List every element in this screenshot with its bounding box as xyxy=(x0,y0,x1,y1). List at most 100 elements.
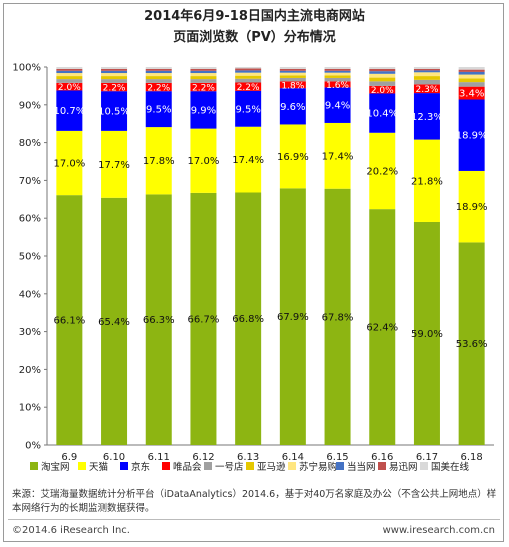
data-label: 17.4% xyxy=(232,155,264,166)
bar-segment xyxy=(101,91,128,131)
legend-swatch xyxy=(204,462,212,470)
legend-label: 唯品会 xyxy=(173,461,202,473)
bar-segment xyxy=(369,93,396,133)
legend-swatch xyxy=(30,462,38,470)
bar-segment xyxy=(369,67,396,69)
bar-segment xyxy=(190,91,217,129)
data-label: 9.6% xyxy=(280,102,305,113)
data-label: 17.0% xyxy=(53,159,85,170)
x-tick-label: 6.14 xyxy=(282,452,304,463)
bar-segment xyxy=(413,67,440,69)
bar-segment xyxy=(101,76,128,80)
bar-segment xyxy=(190,82,217,92)
bar-segment xyxy=(56,82,83,91)
chart-title-line-1: 2014年6月9-18日国内主流电商网站 xyxy=(144,9,365,24)
data-label: 1.8% xyxy=(281,81,304,91)
bar-segment xyxy=(324,122,351,189)
bar-segment xyxy=(145,91,172,128)
bar-segment xyxy=(458,242,485,445)
bar-segment xyxy=(324,70,351,73)
bar-segment xyxy=(279,72,306,76)
bar-segment xyxy=(279,88,306,125)
legend-swatch xyxy=(288,462,296,470)
data-label: 21.8% xyxy=(411,176,443,187)
data-label: 59.0% xyxy=(411,329,443,340)
bar-segment xyxy=(369,71,396,74)
bar-segment xyxy=(56,79,83,83)
y-tick-label: 0% xyxy=(25,441,41,452)
legend-label: 天猫 xyxy=(89,461,108,473)
bar-segment xyxy=(413,84,440,94)
x-tick-label: 6.18 xyxy=(461,452,483,463)
data-label: 2.2% xyxy=(237,83,260,93)
data-label: 9.5% xyxy=(235,104,260,115)
footer-divider xyxy=(8,519,500,520)
data-label: 9.4% xyxy=(325,101,350,112)
x-tick-label: 6.9 xyxy=(61,452,77,463)
bar-segment xyxy=(369,132,396,210)
legend-label: 国美在线 xyxy=(431,461,470,473)
bar-segment xyxy=(145,127,172,195)
bar-segment xyxy=(324,77,351,82)
bar-segment xyxy=(235,78,262,83)
bar-segment xyxy=(458,71,485,75)
y-tick-label: 60% xyxy=(19,214,41,225)
bar-segment xyxy=(101,67,128,69)
bar-segment xyxy=(56,68,83,71)
bar-segment xyxy=(101,82,128,92)
chart-title: 2014年6月9-18日国内主流电商网站 页面浏览数（PV）分布情况 xyxy=(0,6,509,48)
bar-segment xyxy=(145,73,172,77)
bar-segment xyxy=(413,139,440,222)
x-tick-label: 6.10 xyxy=(103,452,125,463)
y-tick-label: 80% xyxy=(19,138,41,149)
data-label: 18.9% xyxy=(456,131,488,142)
data-label: 10.5% xyxy=(98,107,130,118)
bar-segment xyxy=(413,68,440,71)
bar-segment xyxy=(190,76,217,80)
bar-segment xyxy=(56,76,83,80)
x-tick-label: 6.15 xyxy=(326,452,348,463)
bar-segment xyxy=(190,192,217,445)
bar-segment xyxy=(190,68,217,71)
legend-label: 淘宝网 xyxy=(41,461,70,473)
bar-segment xyxy=(458,99,485,171)
bar-segment xyxy=(279,124,306,189)
bar-segment xyxy=(413,93,440,140)
bar-segment xyxy=(101,197,128,445)
bar-segment xyxy=(145,82,172,92)
stacked-bar-chart: 0% 10% 20% 30% 40% 50% 60% 70% 80% 90% 100% 66.1% 17… xyxy=(12,63,494,473)
bar-segment xyxy=(56,67,83,69)
bar-segment xyxy=(190,128,217,193)
bar-segment xyxy=(56,130,83,196)
bar-segment xyxy=(235,72,262,76)
data-label: 67.8% xyxy=(322,312,354,323)
data-label: 62.4% xyxy=(366,323,398,334)
x-tick-label: 6.11 xyxy=(148,452,170,463)
bar-segment xyxy=(324,68,351,71)
bar-segment xyxy=(324,87,351,123)
bar-segment xyxy=(369,77,396,82)
bar-segment xyxy=(190,70,217,74)
x-tick-label: 6.17 xyxy=(416,452,438,463)
legend-swatch xyxy=(336,462,344,470)
x-tick-label: 6.16 xyxy=(371,452,393,463)
bar-segment xyxy=(279,70,306,73)
website-url[interactable]: www.iresearch.com.cn xyxy=(382,525,495,536)
bar-segment xyxy=(56,90,83,131)
bar-segment xyxy=(235,126,262,193)
data-label: 2.2% xyxy=(192,84,215,94)
chart-title-line-2: 页面浏览数（PV）分布情况 xyxy=(173,30,336,45)
bar-segment xyxy=(369,209,396,445)
data-label: 20.2% xyxy=(366,166,398,177)
x-tick-label: 6.12 xyxy=(192,452,214,463)
bar-segment xyxy=(324,72,351,76)
bar-segment xyxy=(145,68,172,71)
bar-segment xyxy=(458,86,485,100)
bar-segment xyxy=(458,74,485,79)
bar-segment xyxy=(279,67,306,69)
bar-segment xyxy=(413,72,440,77)
data-label: 2.0% xyxy=(58,83,81,93)
data-label: 12.3% xyxy=(411,112,443,123)
bar-segment xyxy=(56,70,83,74)
data-label: 65.4% xyxy=(98,317,130,328)
